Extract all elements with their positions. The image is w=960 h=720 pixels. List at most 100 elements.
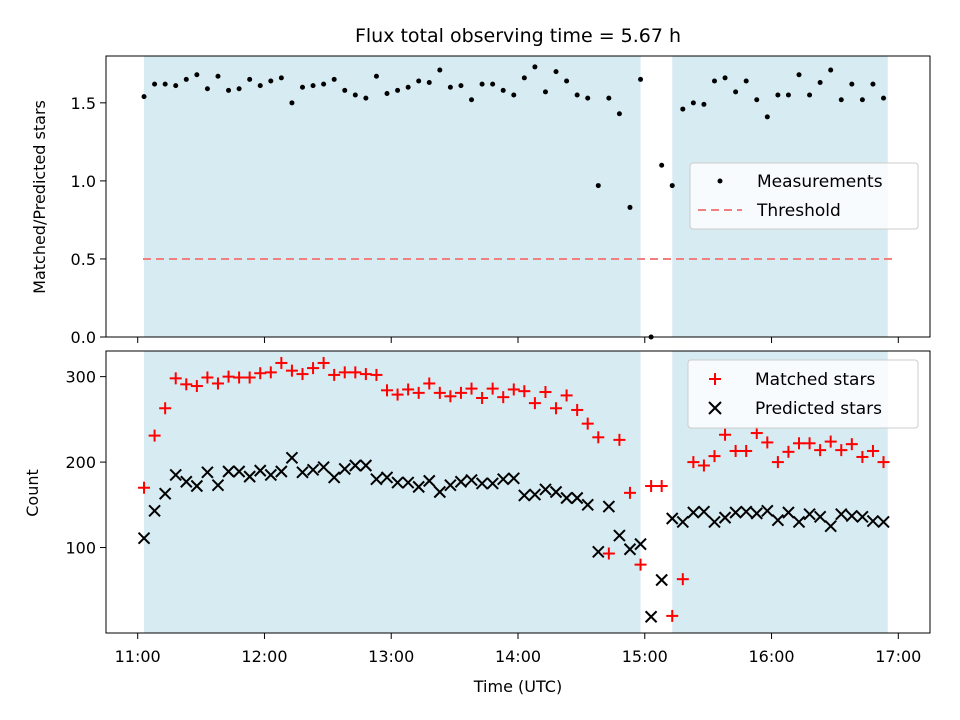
matched-stars-point bbox=[148, 429, 161, 442]
matched-stars-point bbox=[824, 435, 837, 448]
matched-stars-point bbox=[676, 573, 689, 586]
measurement-point bbox=[447, 84, 453, 90]
matched-stars-point bbox=[539, 386, 552, 399]
matched-stars-point bbox=[740, 444, 753, 457]
legend-predicted-marker bbox=[708, 401, 722, 415]
predicted-stars-point bbox=[623, 543, 637, 556]
measurement-point bbox=[278, 75, 284, 81]
predicted-stars-point bbox=[782, 506, 795, 519]
matched-stars-point bbox=[476, 392, 489, 404]
measurement-point bbox=[405, 84, 411, 90]
matched-stars-point bbox=[803, 437, 816, 450]
measurement-point bbox=[785, 92, 791, 98]
predicted-stars-point bbox=[507, 472, 520, 485]
matched-stars-point bbox=[497, 391, 510, 404]
measurement-point bbox=[796, 72, 802, 78]
predicted-stars-point bbox=[148, 504, 161, 518]
predicted-stars-point bbox=[338, 462, 351, 476]
predicted-stars-point bbox=[750, 507, 763, 520]
measurement-point bbox=[352, 92, 358, 98]
x-axis-label: Time (UTC) bbox=[473, 677, 562, 696]
measurement-point bbox=[437, 67, 443, 73]
predicted-stars-point bbox=[655, 573, 668, 587]
predicted-stars-point bbox=[613, 529, 626, 542]
measurement-point bbox=[458, 83, 464, 89]
measurement-point bbox=[289, 100, 295, 106]
measurement-point bbox=[395, 87, 401, 93]
measurement-point bbox=[257, 83, 263, 89]
measurement-point bbox=[627, 204, 633, 210]
legend-predicted-label: Predicted stars bbox=[755, 399, 882, 419]
measurement-point bbox=[701, 101, 707, 107]
predicted-stars-point bbox=[634, 537, 647, 551]
measurement-point bbox=[152, 81, 158, 87]
measurement-point bbox=[680, 106, 686, 112]
predicted-stars-point bbox=[211, 478, 225, 492]
predicted-stars-point bbox=[137, 531, 151, 545]
matched-stars-point bbox=[856, 450, 869, 463]
predicted-stars-point bbox=[824, 519, 837, 533]
measurement-point bbox=[183, 76, 189, 82]
predicted-stars-point bbox=[158, 487, 172, 500]
measurement-point bbox=[373, 73, 379, 79]
predicted-stars-point bbox=[497, 472, 510, 486]
matched-stars-point bbox=[264, 366, 277, 379]
predicted-stars-point bbox=[856, 510, 869, 523]
matched-stars-point bbox=[602, 547, 615, 560]
measurement-point bbox=[162, 81, 168, 87]
matched-stars-point bbox=[243, 371, 256, 384]
top-observing-window-1 bbox=[144, 56, 641, 337]
measurement-point bbox=[838, 97, 844, 103]
chart-title: Flux total observing time = 5.67 h bbox=[355, 25, 681, 47]
bottom-y-ticks: 100 200 300 bbox=[65, 368, 106, 558]
predicted-stars-point bbox=[729, 506, 742, 519]
measurement-point bbox=[204, 86, 210, 92]
matched-stars-point bbox=[507, 383, 520, 396]
predicted-stars-point bbox=[539, 483, 552, 496]
matched-stars-point bbox=[793, 437, 806, 450]
matched-stars-point bbox=[687, 456, 700, 469]
predicted-stars-point bbox=[792, 515, 806, 529]
predicted-stars-point bbox=[296, 466, 309, 479]
measurement-point bbox=[226, 87, 232, 93]
matched-stars-point bbox=[190, 380, 203, 393]
measurement-point bbox=[384, 90, 390, 96]
measurement-point bbox=[236, 86, 242, 92]
matched-stars-point bbox=[391, 388, 404, 401]
measurement-point bbox=[363, 95, 369, 101]
measurement-point bbox=[416, 78, 422, 84]
x-tick-label: 15:00 bbox=[622, 647, 668, 666]
predicted-stars-point bbox=[433, 485, 447, 499]
measurement-point bbox=[817, 80, 823, 86]
measurement-point bbox=[722, 75, 728, 81]
measurement-point bbox=[828, 67, 834, 73]
predicted-stars-point bbox=[877, 515, 890, 529]
matched-stars-point bbox=[528, 397, 541, 410]
bottom-legend: Matched stars Predicted stars bbox=[687, 359, 919, 429]
legend-matched-label: Matched stars bbox=[755, 370, 875, 390]
matched-stars-point bbox=[317, 356, 330, 369]
measurement-point bbox=[807, 92, 813, 98]
measurement-point bbox=[616, 111, 622, 117]
matched-stars-point bbox=[613, 433, 626, 446]
predicted-stars-point bbox=[666, 512, 679, 525]
measurement-point bbox=[859, 97, 865, 103]
matched-stars-point bbox=[454, 386, 467, 399]
matched-stars-point bbox=[697, 459, 710, 472]
matched-stars-point bbox=[645, 480, 658, 493]
predicted-stars-point bbox=[761, 504, 774, 518]
predicted-stars-point bbox=[475, 477, 489, 490]
matched-stars-point bbox=[275, 356, 288, 369]
y-tick-label: 1.0 bbox=[71, 172, 96, 191]
predicted-stars-point bbox=[581, 498, 594, 512]
matched-stars-point bbox=[402, 383, 415, 396]
predicted-stars-point bbox=[813, 510, 827, 523]
predicted-stars-point bbox=[602, 500, 616, 513]
predicted-stars-point bbox=[169, 468, 182, 482]
matched-stars-point bbox=[486, 382, 499, 395]
predicted-stars-point bbox=[232, 465, 246, 478]
matched-stars-point bbox=[180, 378, 193, 391]
matched-stars-point bbox=[666, 609, 679, 622]
measurement-point bbox=[849, 81, 855, 87]
